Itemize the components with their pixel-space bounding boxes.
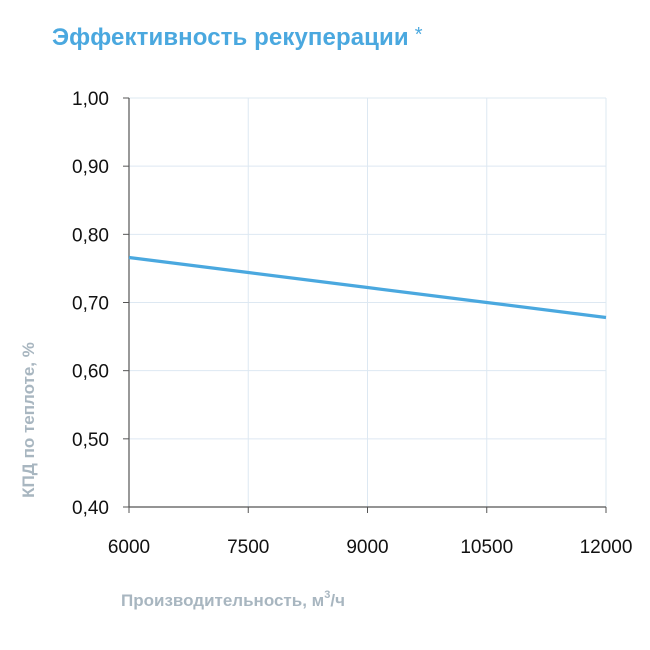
y-tick-label: 0,80 bbox=[72, 225, 109, 246]
y-tick-label: 1,00 bbox=[72, 89, 109, 110]
x-axis-label: Производительность, м3/ч bbox=[121, 589, 345, 610]
y-tick-label: 0,40 bbox=[72, 498, 109, 519]
y-tick-label: 0,70 bbox=[72, 294, 109, 315]
x-axis-label-sup: 3 bbox=[324, 589, 330, 601]
y-axis-label: КПД по теплоте, % bbox=[19, 342, 38, 498]
y-tick-label: 0,60 bbox=[72, 362, 109, 383]
series-line-1 bbox=[128, 255, 607, 320]
x-tick-label: 9000 bbox=[346, 537, 388, 558]
y-tick-label: 0,90 bbox=[72, 157, 109, 178]
x-axis-label-tail: /ч bbox=[330, 591, 345, 610]
x-tick-label: 6000 bbox=[108, 537, 150, 558]
x-tick-label: 10500 bbox=[460, 537, 513, 558]
series-layer bbox=[128, 255, 607, 320]
chart-title: Эффективность рекуперации * bbox=[52, 24, 423, 52]
chart-title-mark: * bbox=[414, 24, 423, 46]
grid-layer bbox=[129, 97, 607, 507]
y-tick-label: 0,50 bbox=[72, 430, 109, 451]
chart-title-text: Эффективность рекуперации bbox=[52, 24, 409, 51]
axis-layer bbox=[123, 97, 607, 513]
tick-label-layer: 0,40 0,50 0,60 0,70 0,80 0,90 1,00 6000 7500 9000… bbox=[72, 89, 632, 558]
x-tick-label: 12000 bbox=[580, 537, 633, 558]
x-tick-label: 7500 bbox=[227, 537, 269, 558]
x-axis-label-text: Производительность, м bbox=[121, 591, 324, 610]
